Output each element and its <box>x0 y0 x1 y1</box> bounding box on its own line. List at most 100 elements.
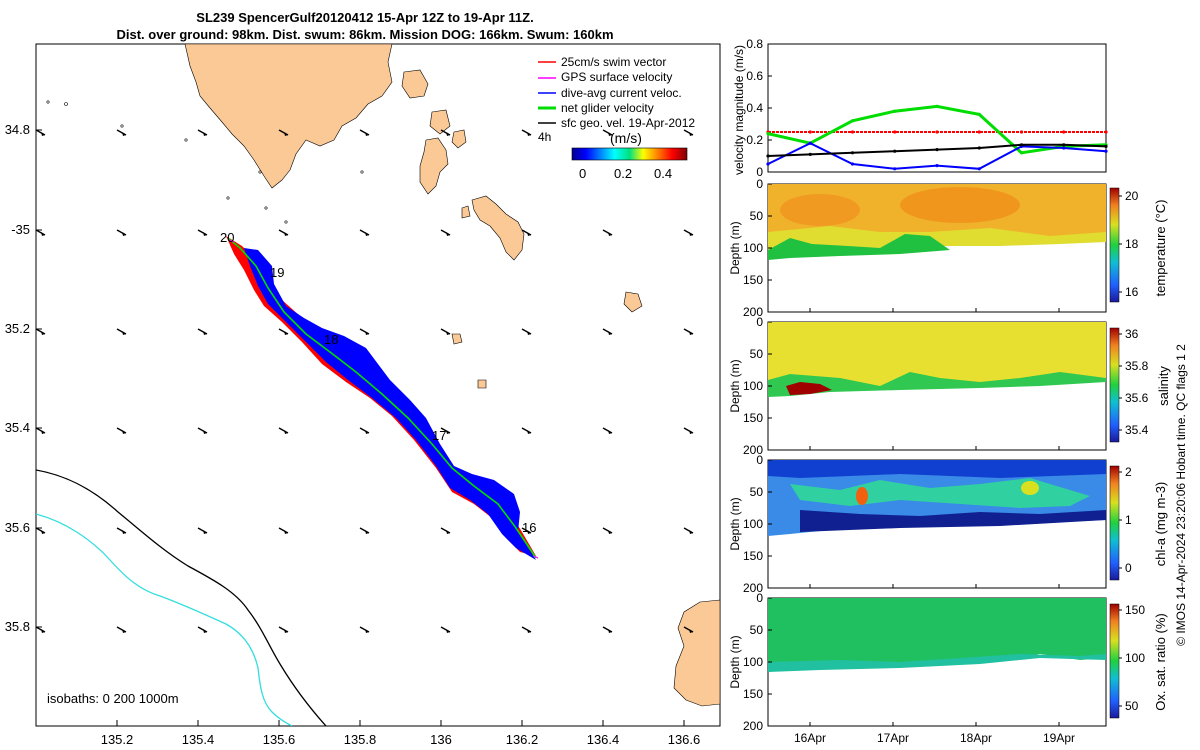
salinity-colorbar <box>1109 327 1120 443</box>
sfc-geo-arrowhead <box>365 331 369 335</box>
velocity-point <box>935 130 939 134</box>
sfc-geo-arrowhead <box>284 629 288 633</box>
time-axis: 16Apr 17Apr 18Apr 19Apr <box>794 731 1075 745</box>
oxygen-bottom-cyan <box>768 654 1106 672</box>
velocity-point <box>1019 151 1024 155</box>
depth-tick-label: 50 <box>750 347 764 361</box>
sfc-geo-arrowhead <box>365 132 369 136</box>
velocity-ytick-label: 0.4 <box>746 101 763 115</box>
sfc-geo-arrowhead <box>203 629 207 633</box>
map-ytick-label: 35.4 <box>5 420 30 435</box>
oxygen-panel: 0 50 100 150 200 150 100 50 <box>743 591 1145 733</box>
velocity-point <box>766 154 770 158</box>
legend-geo: sfc geo. vel. 19-Apr-2012 <box>561 116 695 130</box>
legend-swim: 25cm/s swim vector <box>561 55 666 69</box>
sfc-geo-arrowhead <box>203 331 207 335</box>
velocity-point <box>893 109 897 113</box>
velocity-ytick-label: 0.8 <box>746 37 763 51</box>
salinity-cbar-label: salinity <box>1156 366 1171 406</box>
velocity-point <box>850 151 855 155</box>
legend-net: net glider velocity <box>561 101 654 115</box>
sfc-geo-arrowhead <box>527 629 531 633</box>
velocity-point <box>935 164 939 168</box>
sfc-geo-arrowhead <box>41 331 45 335</box>
sfc-geo-arrowhead <box>689 331 693 335</box>
sfc-geo-arrowhead <box>608 331 612 335</box>
depth-tick-label: 100 <box>743 655 763 669</box>
sfc-geo-arrowhead <box>689 430 693 434</box>
velocity-ylabel: velocity magnitude (m/s) <box>732 45 746 175</box>
colorbar-tick-0: 0 <box>579 166 586 181</box>
cbar-tick-label: 50 <box>1125 699 1139 713</box>
depth-tick-label: 200 <box>743 305 763 319</box>
sfc-geo-arrowhead <box>365 232 369 236</box>
salinity-field <box>768 322 1106 396</box>
velocity-point <box>893 149 897 153</box>
isobath-200m <box>36 469 327 726</box>
figure-title-line2: Dist. over ground: 98km. Dist. swum: 86k… <box>116 27 614 42</box>
map-axes: 135.2 135.4 135.6 135.8 136 136.2 136.4 136.6 34… <box>5 122 701 747</box>
salinity-axes: 0 50 100 150 200 36 35.8 35.6 35.4 <box>743 315 1149 457</box>
sfc-geo-arrowhead <box>608 430 612 434</box>
velocity-point <box>808 152 812 156</box>
velocity-point <box>1062 146 1066 150</box>
velocity-point <box>850 162 855 166</box>
chla-hotspot-2 <box>1021 481 1039 495</box>
day-label-18: 18 <box>324 332 338 347</box>
sfc-geo-velocity-arrows <box>36 129 694 633</box>
temperature-panel: 0 50 100 150 200 20 18 16 <box>743 177 1139 319</box>
sfc-geo-arrowhead <box>41 530 45 534</box>
depth-tick-label: 50 <box>750 485 764 499</box>
small-islands <box>46 100 364 254</box>
depth-tick-label: 200 <box>743 719 763 733</box>
velocity-ytick-label: 0 <box>756 165 763 179</box>
salinity-high-patch <box>786 382 832 395</box>
sfc-geo-arrowhead <box>41 132 45 136</box>
sfc-geo-arrowhead <box>122 430 126 434</box>
legend-current: dive-avg current veloc. <box>561 86 682 100</box>
velocity-point <box>808 130 812 134</box>
velocity-point <box>1104 149 1108 153</box>
velocity-point <box>977 112 981 116</box>
cbar-tick-label: 150 <box>1125 603 1145 617</box>
chla-cbar-label: chl-a (mg m-3) <box>1153 482 1168 567</box>
sfc-geo-arrowhead <box>365 430 369 434</box>
depth-tick-label: 100 <box>743 379 763 393</box>
temperature-axes: 0 50 100 150 200 20 18 16 <box>743 177 1139 319</box>
depth-tick-label: 50 <box>750 623 764 637</box>
sfc-geo-arrowhead <box>446 331 450 335</box>
velocity-ytick-label: 0.2 <box>746 133 763 147</box>
map-ytick-label: 35.6 <box>5 520 30 535</box>
sfc-geo-arrowhead <box>284 530 288 534</box>
isobath-1000m <box>36 513 293 726</box>
sfc-geo-arrowhead <box>608 629 612 633</box>
sfc-geo-arrowhead <box>122 331 126 335</box>
time-tick-17apr: 17Apr <box>877 731 909 745</box>
sfc-geo-arrowhead <box>689 232 693 236</box>
cbar-tick-label: 100 <box>1125 651 1145 665</box>
depth-tick-label: 150 <box>743 687 763 701</box>
sfc-geo-arrowhead <box>41 629 45 633</box>
sfc-geo-arrowhead <box>527 430 531 434</box>
sfc-geo-arrowhead <box>608 530 612 534</box>
sfc-geo-arrowhead <box>284 430 288 434</box>
map-xtick-label: 136.6 <box>668 732 701 747</box>
track-gps-magenta <box>229 239 539 559</box>
chla-ylabel: Depth (m) <box>728 497 742 550</box>
salinity-panel: 0 50 100 150 200 36 35.8 35.6 35.4 <box>743 315 1149 457</box>
velocity-point <box>766 162 770 166</box>
track-net-green <box>227 237 537 559</box>
velocity-point <box>808 141 812 145</box>
chla-surface-band <box>768 460 1106 478</box>
velocity-point <box>977 167 981 171</box>
sfc-geo-arrowhead <box>527 530 531 534</box>
velocity-panel: 0 0.2 0.4 0.6 0.8 velocity magnitude (m/s) <box>732 37 1108 179</box>
chla-deep-blue <box>800 510 1106 532</box>
oxygen-axes: 0 50 100 150 200 150 100 50 <box>743 591 1145 733</box>
salinity-ylabel: Depth (m) <box>728 359 742 412</box>
cbar-tick-label: 20 <box>1125 189 1139 203</box>
velocity-point <box>935 104 939 108</box>
oxygen-field <box>768 598 1106 672</box>
depth-tick-label: 0 <box>756 315 763 329</box>
cbar-tick-label: 35.8 <box>1125 359 1149 373</box>
